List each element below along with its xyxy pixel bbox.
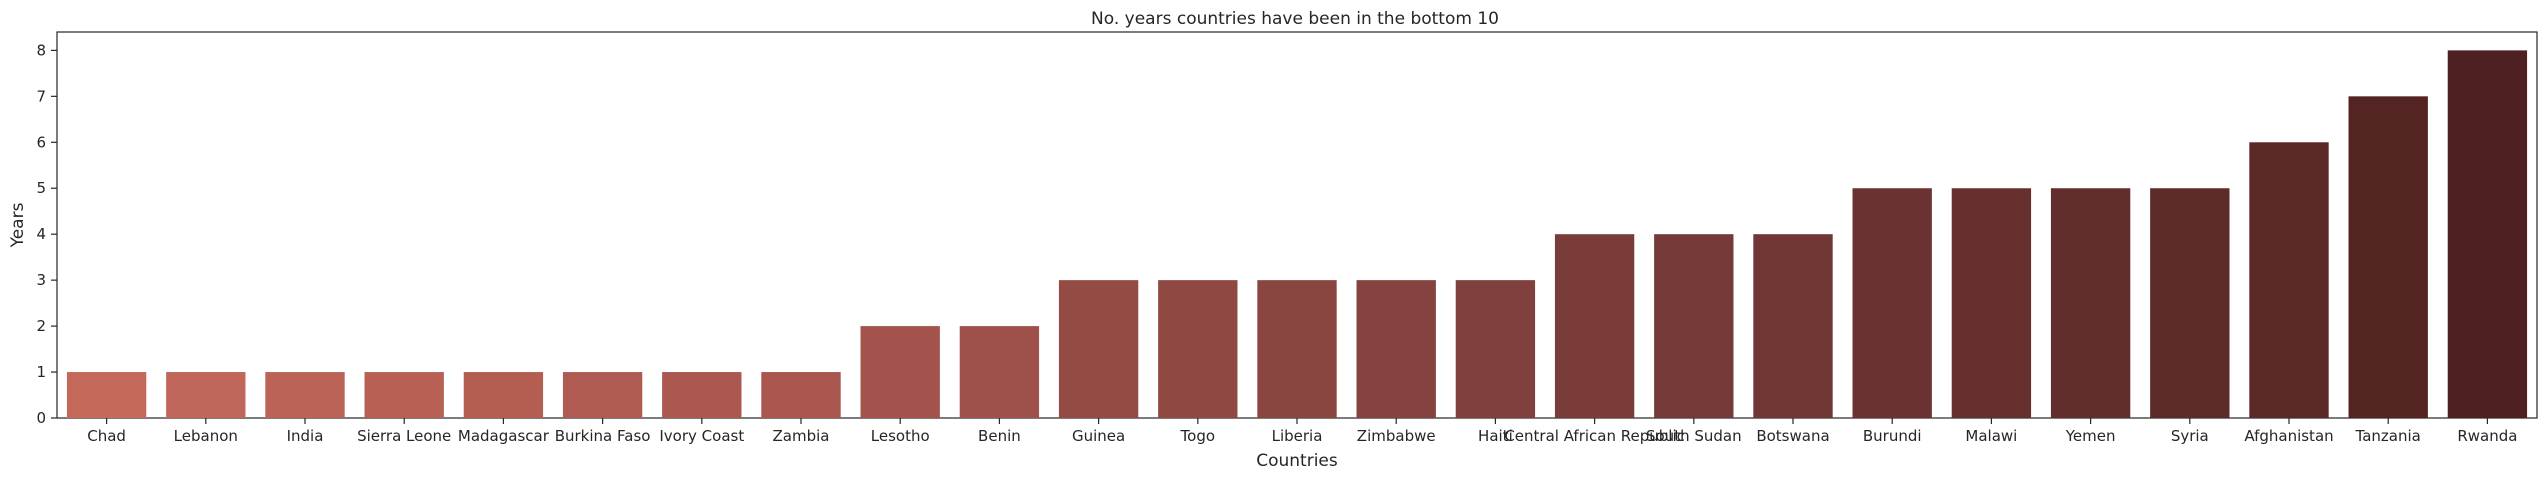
bar-togo [1158,280,1238,418]
bar-zimbabwe [1356,280,1436,418]
x-tick-label: Zimbabwe [1357,427,1436,445]
y-tick-label: 0 [36,409,46,427]
bar-botswana [1753,234,1833,418]
y-tick-label: 1 [36,363,46,381]
bar-lesotho [860,326,940,418]
x-axis: Chad Lebanon India Sierra Leone Madagascar Bu… [87,418,2517,445]
x-tick-label: Benin [978,427,1021,445]
y-tick-label: 3 [36,271,46,289]
bar-madagascar [463,372,544,418]
x-tick-label: Guinea [1072,427,1125,445]
x-tick-label: South Sudan [1646,427,1742,445]
y-axis-label: Years [8,202,28,248]
x-tick-label: Central African Republic [1504,427,1685,445]
x-tick-label: India [287,427,324,445]
bar-liberia [1257,280,1337,418]
bar-benin [959,326,1040,418]
x-tick-label: Botswana [1756,427,1829,445]
y-tick-label: 5 [36,179,46,197]
x-tick-label: Chad [87,427,126,445]
x-tick-label: Lebanon [174,427,238,445]
bar-ivory-coast [662,372,742,418]
y-tick-label: 7 [36,87,46,105]
bar-haiti [1455,280,1536,418]
bar-sierra-leone [364,372,444,418]
x-tick-label: Afghanistan [2244,427,2333,445]
x-tick-label: Syria [2171,427,2209,445]
x-tick-label: Lesotho [871,427,930,445]
bar-chad [66,372,147,418]
bar-burundi [1852,188,1932,418]
x-tick-label: Ivory Coast [659,427,744,445]
x-tick-label: Zambia [773,427,830,445]
bar-yemen [2050,188,2131,418]
bar-malawi [1951,188,2032,418]
x-tick-label: Togo [1180,427,1216,445]
bar-tanzania [2348,96,2428,418]
x-tick-label: Liberia [1272,427,1323,445]
bar-central-african-republic [1554,234,1635,418]
y-tick-label: 8 [36,41,46,59]
y-tick-label: 2 [36,317,46,335]
x-axis-label: Countries [1256,451,1338,471]
x-tick-label: Haiti [1478,427,1513,445]
x-tick-label: Tanzania [2355,427,2421,445]
bar-guinea [1058,280,1139,418]
y-tick-label: 4 [36,225,46,243]
x-tick-label: Burundi [1863,427,1922,445]
bar-burkina-faso [562,372,643,418]
bar-afghanistan [2249,142,2329,419]
x-tick-label: Madagascar [458,427,550,445]
bar-zambia [761,372,841,418]
x-tick-label: Sierra Leone [357,427,451,445]
chart-title: No. years countries have been in the bot… [1091,9,1499,29]
bar-south-sudan [1654,234,1734,418]
x-tick-label: Burkina Faso [555,427,651,445]
bar-syria [2150,188,2230,418]
bar-india [265,372,345,418]
bar-lebanon [166,372,246,418]
x-tick-label: Rwanda [2457,427,2517,445]
y-axis: 0 1 2 3 4 5 6 7 8 [36,41,57,427]
bars-group [66,50,2528,419]
x-tick-label: Malawi [1965,427,2017,445]
x-tick-label: Yemen [2065,427,2116,445]
bar-rwanda [2447,50,2528,418]
y-tick-label: 6 [36,133,46,151]
